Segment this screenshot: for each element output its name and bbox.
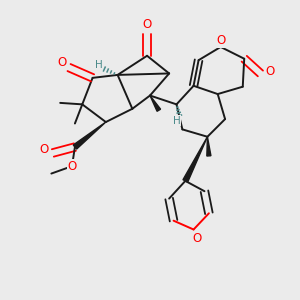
Polygon shape xyxy=(73,122,106,149)
Text: O: O xyxy=(39,143,49,157)
Polygon shape xyxy=(183,137,207,182)
Text: O: O xyxy=(192,232,201,245)
Text: H: H xyxy=(172,116,180,126)
Text: O: O xyxy=(217,34,226,47)
Text: O: O xyxy=(265,65,274,79)
Text: O: O xyxy=(142,18,152,32)
Text: O: O xyxy=(57,56,66,69)
Polygon shape xyxy=(150,95,160,111)
Text: H: H xyxy=(94,60,102,70)
Text: O: O xyxy=(67,160,76,173)
Polygon shape xyxy=(207,137,211,156)
